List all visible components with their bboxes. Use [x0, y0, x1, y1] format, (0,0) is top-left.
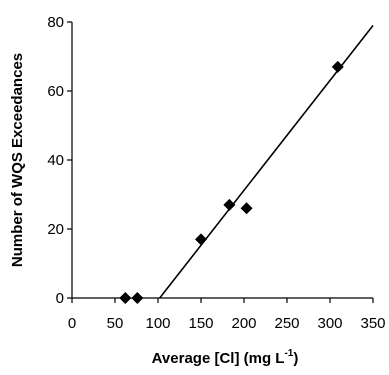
data-point: [195, 233, 207, 246]
y-tick-label: 80: [47, 14, 64, 31]
data-point: [119, 292, 132, 304]
data-point: [223, 198, 236, 211]
x-tick-label: 300: [317, 315, 342, 332]
data-point: [240, 202, 253, 215]
x-axis-title-superscript: -1: [284, 348, 293, 359]
x-tick-label: 350: [360, 315, 385, 332]
y-axis-title: Number of WQS Exceedances: [9, 53, 26, 267]
x-axis-title: Average [Cl] (mg L-1): [152, 348, 299, 367]
x-tick-label: 50: [107, 315, 124, 332]
data-point: [331, 60, 344, 73]
x-tick-label: 100: [145, 315, 170, 332]
x-axis-title-end: ): [293, 350, 298, 367]
y-tick-label: 0: [56, 290, 64, 307]
y-tick-label: 60: [47, 83, 64, 100]
y-tick-label: 40: [47, 152, 64, 169]
x-tick-label: 250: [274, 315, 299, 332]
x-tick-label: 200: [231, 315, 256, 332]
data-point: [131, 292, 144, 304]
x-axis-title-main: Average [Cl] (mg L: [152, 350, 285, 367]
x-tick-label: 150: [188, 315, 213, 332]
plot-area: 0 20 40 60 80 0 50 100 150 200 250 300 350: [47, 14, 385, 332]
y-tick-label: 20: [47, 221, 64, 238]
x-tick-label: 0: [68, 315, 76, 332]
